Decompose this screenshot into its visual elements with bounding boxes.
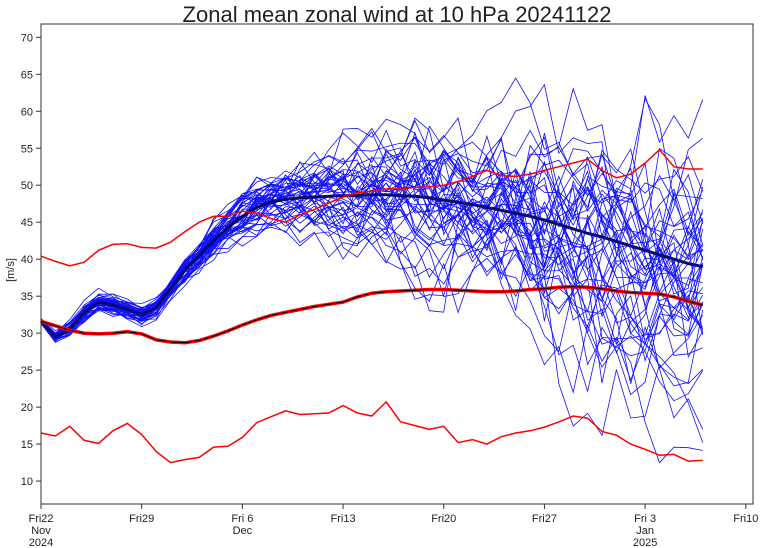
ensemble-member-line [40, 194, 703, 339]
y-tick-label: 55 [21, 143, 33, 155]
summary-lines [39, 148, 704, 464]
chart-title: Zonal mean zonal wind at 10 hPa 20241122 [183, 2, 612, 27]
y-tick-label: 45 [21, 217, 33, 229]
x-tick-label: Fri22 [28, 513, 53, 525]
x-tick-label: Fri10 [733, 513, 758, 525]
x-tick-label: Fri29 [129, 513, 154, 525]
ensemble-member-line [40, 136, 704, 334]
y-tick-label: 65 [21, 69, 33, 81]
ensemble-member-line [40, 173, 704, 341]
x-tick-label: Fri13 [331, 513, 356, 525]
ensemble-member-line [40, 157, 704, 382]
x-tick-label: Fri20 [431, 513, 456, 525]
x-tick-label: 2025 [633, 537, 657, 548]
x-tick-label: Dec [233, 525, 253, 537]
x-tick-label: Jan [636, 525, 654, 537]
climatology-mean-core-line [40, 286, 703, 344]
ensemble-mean-line [39, 193, 704, 339]
y-tick-label: 35 [21, 291, 33, 303]
x-tick-label: Nov [31, 525, 51, 537]
y-tick-label: 30 [21, 328, 33, 340]
ensemble-member-line [40, 87, 704, 338]
y-axis: 10 15 20 25 30 35 40 45 50 55 60 65 70 [21, 32, 41, 488]
ensemble-members [40, 77, 704, 464]
climatology-upper-line [40, 148, 703, 267]
y-axis-label: [m/s] [5, 258, 17, 282]
climatology-lower-line [40, 400, 703, 464]
y-tick-label: 70 [21, 32, 33, 44]
y-tick-label: 15 [21, 439, 33, 451]
y-tick-label: 25 [21, 365, 33, 377]
plot-frame [40, 23, 754, 505]
x-tick-label: 2024 [29, 537, 53, 548]
x-tick-label: Fri 6 [231, 513, 253, 525]
x-tick-label: Fri 3 [634, 513, 656, 525]
x-tick-label: Fri27 [532, 513, 557, 525]
y-tick-label: 50 [21, 180, 33, 192]
ensemble-member-line [40, 168, 703, 335]
ensemble-member-line [40, 165, 703, 366]
y-tick-label: 20 [21, 402, 33, 414]
y-tick-label: 40 [21, 254, 33, 266]
y-tick-label: 10 [21, 476, 33, 488]
y-tick-label: 60 [21, 106, 33, 118]
